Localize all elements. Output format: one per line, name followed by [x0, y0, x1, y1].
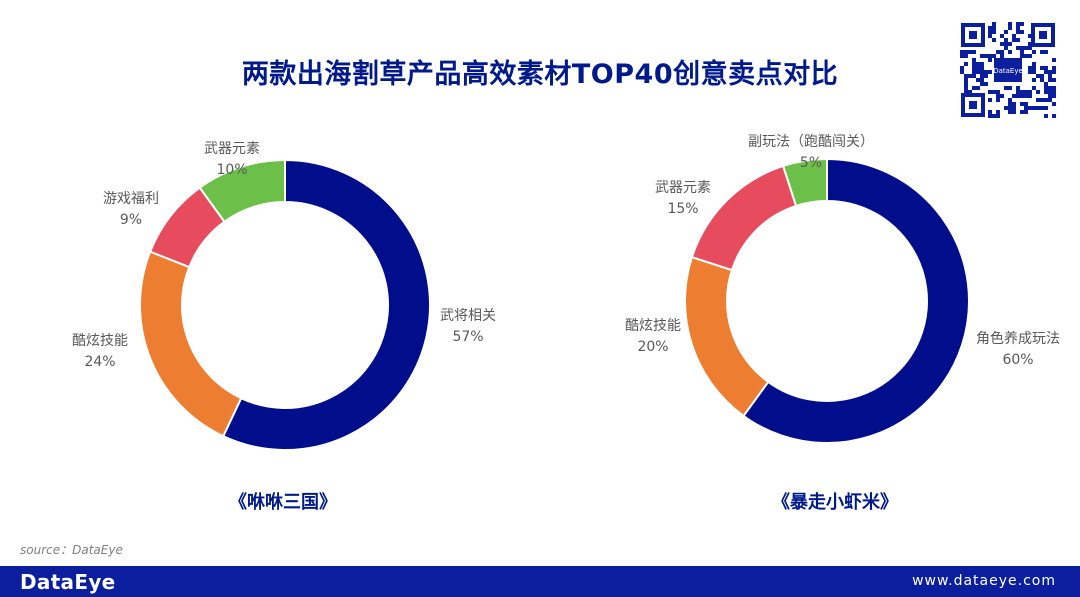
qr-badge-label: DataEye: [993, 67, 1023, 75]
slice-value-0-2: 9%: [120, 212, 142, 228]
source-note: source：DataEye: [20, 543, 123, 557]
footer-bar: DataEye www.dataeye.com: [0, 566, 1080, 597]
slice-label-0-0: 武将相关: [440, 308, 496, 324]
qr-code: DataEye: [960, 22, 1056, 118]
donut-charts: 武将相关 57% 酷炫技能 24% 游戏福利 9% 武器元素 10% 角色养成玩法 60% 酷炫技…: [72, 134, 1060, 451]
chart-caption-right: 《暴走小虾米》: [772, 492, 898, 513]
slice-label-0-1: 酷炫技能: [72, 333, 128, 349]
slice-value-1-2: 15%: [667, 201, 698, 217]
donut-chart-xiuxiu-sanguo: 武将相关 57% 酷炫技能 24% 游戏福利 9% 武器元素 10%: [72, 141, 496, 451]
slice-label-1-2: 武器元素: [655, 180, 711, 196]
donut-slice-0-1: [139, 250, 243, 438]
donut-slice-1-1: [684, 255, 770, 418]
chart-caption-left: 《咻咻三国》: [229, 492, 337, 513]
donut-slice-0-3: [198, 158, 286, 224]
donut-slice-0-0: [221, 158, 431, 451]
donut-slice-1-0: [742, 157, 970, 444]
slice-label-1-0: 角色养成玩法: [976, 330, 1060, 347]
slice-value-1-3: 5%: [800, 155, 822, 171]
slice-value-1-0: 60%: [1002, 352, 1033, 368]
footer-brand-logo: DataEye: [20, 570, 116, 594]
slice-value-0-0: 57%: [452, 329, 483, 345]
donut-slice-1-3: [781, 157, 828, 208]
slice-value-0-3: 10%: [216, 162, 247, 178]
slice-label-1-1: 酷炫技能: [625, 318, 681, 334]
page-title: 两款出海割草产品高效素材TOP40创意卖点对比: [241, 59, 839, 90]
footer-website: www.dataeye.com: [912, 573, 1056, 589]
slice-value-0-1: 24%: [84, 354, 115, 370]
slice-label-1-3: 副玩法（跑酷闯关）: [748, 134, 874, 150]
slice-label-0-2: 游戏福利: [103, 191, 159, 207]
slice-label-0-3: 武器元素: [204, 141, 260, 157]
slice-value-1-1: 20%: [637, 339, 668, 355]
donut-chart-baozou-xiaoxiami: 角色养成玩法 60% 酷炫技能 20% 武器元素 15% 副玩法（跑酷闯关） 5%: [625, 134, 1060, 444]
